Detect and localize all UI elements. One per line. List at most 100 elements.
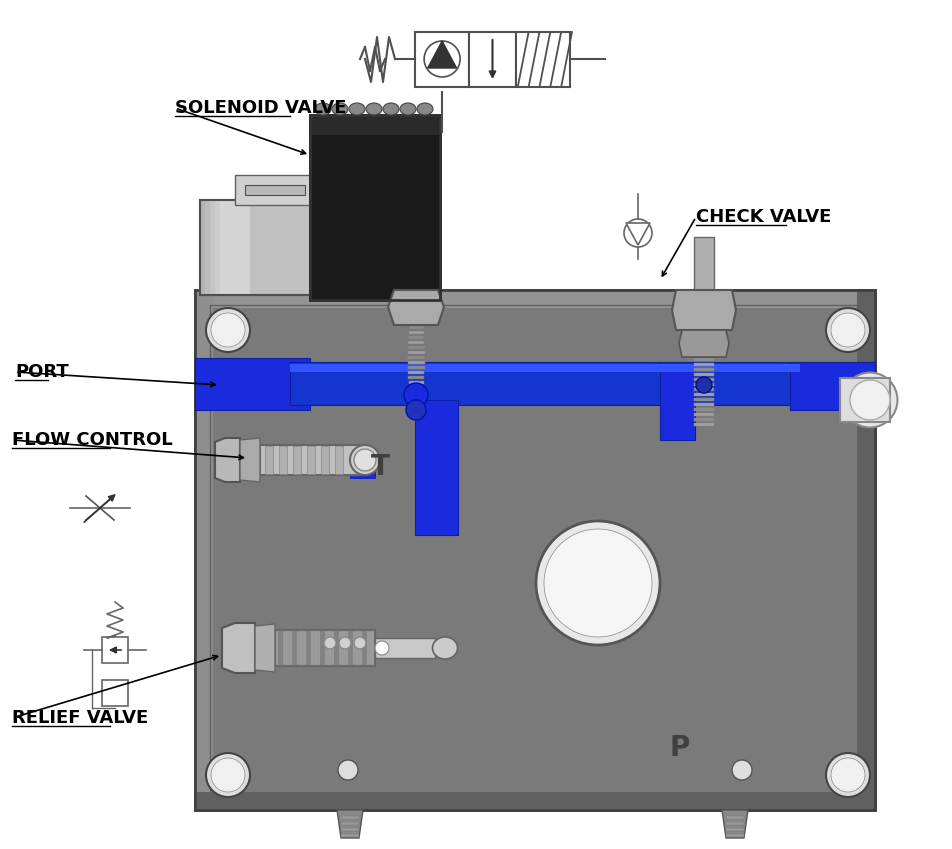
Text: P: P <box>669 734 689 762</box>
Text: CHECK VALVE: CHECK VALVE <box>695 208 830 226</box>
Bar <box>235 175 315 205</box>
Bar <box>408 381 424 384</box>
Circle shape <box>544 529 651 637</box>
Text: T: T <box>370 453 389 481</box>
Bar <box>209 200 240 295</box>
Bar <box>321 446 328 474</box>
Bar <box>368 631 373 665</box>
Bar <box>209 305 859 795</box>
Bar <box>725 816 744 819</box>
Polygon shape <box>222 623 255 673</box>
Text: FLOW CONTROL: FLOW CONTROL <box>12 431 172 449</box>
Bar <box>260 445 360 475</box>
Bar <box>407 341 424 344</box>
Bar <box>347 631 352 665</box>
Bar <box>414 400 458 535</box>
Circle shape <box>374 641 388 655</box>
Bar <box>205 200 235 295</box>
Ellipse shape <box>432 637 457 659</box>
Bar <box>349 456 374 478</box>
Ellipse shape <box>383 103 399 115</box>
Bar <box>195 290 874 308</box>
Bar <box>407 356 425 359</box>
Bar <box>279 446 287 474</box>
Polygon shape <box>625 223 649 245</box>
Bar <box>693 237 713 357</box>
Ellipse shape <box>366 103 382 115</box>
Bar <box>341 828 359 831</box>
Polygon shape <box>427 41 456 68</box>
Bar <box>289 364 799 372</box>
Bar <box>693 413 713 416</box>
Ellipse shape <box>353 449 376 471</box>
Bar <box>341 822 359 825</box>
Bar <box>195 290 874 810</box>
Text: RELIEF VALVE: RELIEF VALVE <box>12 709 149 727</box>
Bar <box>195 792 874 810</box>
Polygon shape <box>671 290 735 330</box>
Bar <box>407 361 425 364</box>
Bar <box>195 290 213 810</box>
Bar <box>725 822 744 825</box>
Circle shape <box>210 758 245 792</box>
Bar <box>265 446 272 474</box>
Bar <box>693 408 713 411</box>
Circle shape <box>206 308 249 352</box>
Bar <box>407 376 424 379</box>
Circle shape <box>406 400 426 420</box>
Bar <box>309 115 440 300</box>
Circle shape <box>339 637 350 649</box>
Bar <box>291 631 297 665</box>
Bar <box>195 358 309 410</box>
Bar <box>320 631 325 665</box>
Bar <box>200 200 349 295</box>
Bar <box>414 32 468 87</box>
Bar <box>309 115 440 135</box>
Bar <box>278 631 283 665</box>
Bar <box>693 388 713 391</box>
Ellipse shape <box>849 380 889 420</box>
Bar <box>306 631 310 665</box>
Bar <box>693 358 713 361</box>
Bar <box>693 393 713 396</box>
Text: PORT: PORT <box>15 363 69 381</box>
Circle shape <box>825 753 869 797</box>
Bar <box>407 336 424 339</box>
Bar <box>341 816 359 819</box>
Bar <box>693 373 713 376</box>
Circle shape <box>830 758 864 792</box>
Bar <box>856 290 874 810</box>
Bar <box>333 631 339 665</box>
Circle shape <box>353 637 366 649</box>
Circle shape <box>825 308 869 352</box>
Circle shape <box>624 219 651 247</box>
Bar <box>725 828 744 831</box>
Polygon shape <box>678 330 728 357</box>
Ellipse shape <box>348 103 365 115</box>
Ellipse shape <box>417 103 432 115</box>
Bar <box>407 366 425 369</box>
Bar <box>335 446 343 474</box>
Bar <box>102 637 128 663</box>
Bar <box>408 326 424 329</box>
Text: SOLENOID VALVE: SOLENOID VALVE <box>175 99 347 117</box>
Polygon shape <box>337 810 363 838</box>
Ellipse shape <box>349 445 380 475</box>
Bar <box>200 200 349 295</box>
Bar <box>275 630 374 666</box>
Bar <box>407 371 424 374</box>
Circle shape <box>206 753 249 797</box>
Bar <box>408 331 424 334</box>
Circle shape <box>324 637 336 649</box>
Bar <box>312 631 318 665</box>
Bar <box>362 631 367 665</box>
Bar <box>215 200 245 295</box>
Bar <box>341 834 359 837</box>
Circle shape <box>535 521 660 645</box>
Bar <box>693 403 713 406</box>
Bar <box>406 245 426 325</box>
Bar <box>660 362 694 440</box>
Bar <box>725 834 744 837</box>
Bar <box>407 351 425 354</box>
Circle shape <box>404 383 427 407</box>
